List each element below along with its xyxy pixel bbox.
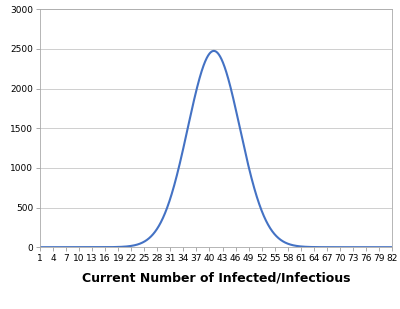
- X-axis label: Current Number of Infected/Infectious: Current Number of Infected/Infectious: [82, 272, 350, 285]
